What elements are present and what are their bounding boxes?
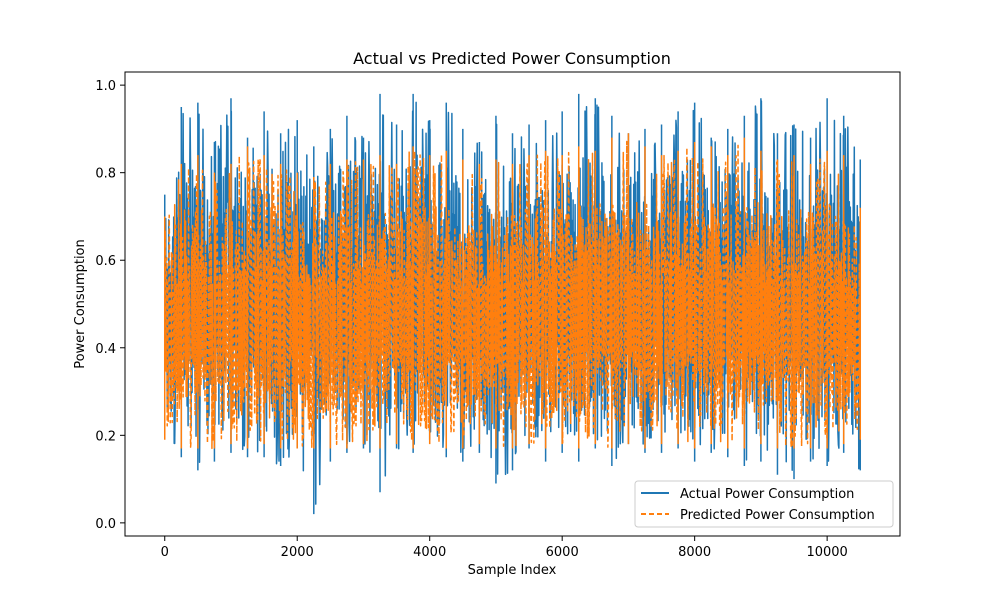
y-tick-label: 0.8 [95, 167, 116, 182]
x-tick-label: 10000 [806, 545, 847, 560]
legend-box [634, 480, 894, 528]
y-axis-ticks: 0.0 0.2 0.4 0.6 0.8 1.0 [95, 79, 125, 532]
predicted-power-line [163, 140, 862, 450]
y-tick-label: 0.4 [95, 342, 116, 357]
legend-label-predicted: Predicted Power Consumption [680, 508, 875, 523]
y-tick-label: 1.0 [95, 79, 116, 94]
y-tick-label: 0.0 [95, 517, 116, 532]
y-axis-label: Power Consumption [73, 239, 88, 369]
x-tick-label: 4000 [413, 545, 446, 560]
plot-area [124, 71, 901, 537]
x-tick-label: 0 [161, 545, 169, 560]
plot-frame [124, 71, 901, 537]
x-tick-label: 2000 [281, 545, 314, 560]
legend-label-actual: Actual Power Consumption [680, 487, 854, 502]
legend: Actual Power Consumption Predicted Power… [634, 480, 894, 528]
x-axis-ticks: 0 2000 4000 6000 8000 10000 [161, 536, 848, 560]
chart-title: Actual vs Predicted Power Consumption [353, 49, 671, 68]
x-axis-label: Sample Index [468, 563, 557, 578]
y-tick-label: 0.2 [95, 429, 116, 444]
series-layer [163, 93, 862, 515]
x-tick-label: 6000 [546, 545, 579, 560]
y-tick-label: 0.6 [95, 254, 116, 269]
x-tick-label: 8000 [678, 545, 711, 560]
